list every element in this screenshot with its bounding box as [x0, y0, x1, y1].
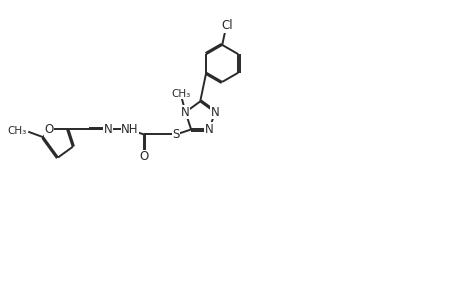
- Text: CH₃: CH₃: [7, 125, 27, 136]
- Text: O: O: [44, 123, 53, 136]
- Text: N: N: [181, 106, 190, 118]
- Text: CH₃: CH₃: [172, 88, 190, 99]
- Text: NH: NH: [121, 123, 138, 136]
- Text: N: N: [205, 123, 213, 136]
- Text: N: N: [104, 123, 112, 136]
- Text: Cl: Cl: [221, 20, 233, 32]
- Text: S: S: [172, 128, 179, 141]
- Text: N: N: [210, 106, 219, 118]
- Text: O: O: [139, 151, 148, 164]
